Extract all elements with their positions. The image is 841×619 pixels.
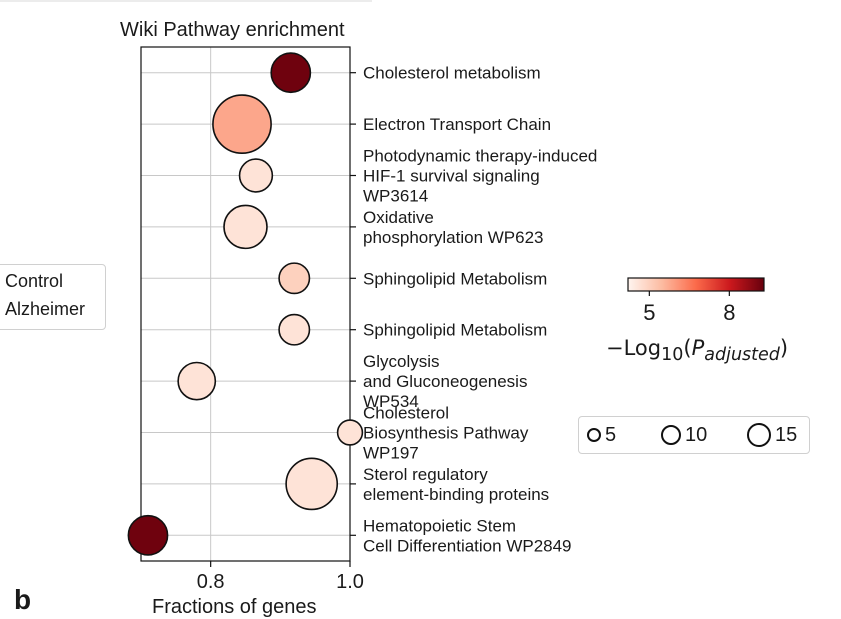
colorbar-label-var-sub: adjusted <box>704 345 780 366</box>
colorbar <box>627 277 765 292</box>
category-label-line: and Gluconeogenesis <box>363 372 527 391</box>
category-label: Photodynamic therapy-induced HIF-1 surviv… <box>363 147 597 206</box>
size-legend-item-5: 5 <box>587 417 616 453</box>
category-label-line: Sphingolipid Metabolism <box>363 321 547 340</box>
category-label-line: phosphorylation WP623 <box>363 228 544 247</box>
data-point <box>336 419 364 446</box>
category-label: Hematopoietic Stem Cell Differentiation W… <box>363 516 572 555</box>
data-point <box>238 158 274 193</box>
category-label: Electron Transport Chain <box>363 115 551 134</box>
panel-letter: b <box>14 584 32 615</box>
category-label-line: Glycolysis <box>363 352 440 371</box>
size-legend: 5 10 15 <box>578 416 810 454</box>
category-label-line: Cholesterol <box>363 404 449 423</box>
category-label-line: element-binding proteins <box>363 485 549 504</box>
category-label-line: Biosynthesis Pathway <box>363 424 529 443</box>
size-legend-label-10: 10 <box>685 423 708 446</box>
data-point <box>127 514 169 556</box>
x-tick-label: 0.8 <box>197 571 225 593</box>
colorbar-tick-label: 8 <box>723 300 735 325</box>
category-label-line: WP197 <box>363 444 419 463</box>
category-label-line: Sterol regulatory <box>363 465 488 484</box>
category-label-line: HIF-1 survival signaling <box>363 167 540 186</box>
category-label-line: Hematopoietic Stem <box>363 516 516 535</box>
group-legend: Control Alzheimer <box>0 264 106 330</box>
legend-item-alzheimer: Alzheimer <box>5 299 86 319</box>
category-label: Oxidative phosphorylation WP623 <box>363 208 544 247</box>
size-legend-label-5: 5 <box>605 423 617 446</box>
colorbar-tick-label: 5 <box>643 300 655 325</box>
data-point <box>278 313 311 346</box>
size-legend-circle-5 <box>587 428 601 442</box>
size-legend-label-15: 15 <box>775 423 798 446</box>
category-label-line: Sphingolipid Metabolism <box>363 269 547 288</box>
category-label: Sphingolipid Metabolism <box>363 269 547 288</box>
size-legend-circle-10 <box>661 425 681 445</box>
colorbar-label: −Log10(Padjusted) <box>606 336 789 366</box>
category-label: Sterol regulatory element-binding protein… <box>363 465 549 504</box>
category-label-line: Cell Differentiation WP2849 <box>363 536 572 555</box>
category-label: Cholesterol metabolism <box>363 64 541 83</box>
category-label-line: WP3614 <box>363 187 428 206</box>
category-label: Sphingolipid Metabolism <box>363 321 547 340</box>
colorbar-label-var: P <box>691 336 705 360</box>
plot-frame <box>140 46 351 562</box>
data-point <box>223 204 268 250</box>
data-point <box>278 262 311 295</box>
size-legend-item-15: 15 <box>747 417 797 453</box>
chart-title: Wiki Pathway enrichment <box>120 19 345 41</box>
size-legend-circle-15 <box>747 423 771 447</box>
category-label-line: Oxidative <box>363 208 434 227</box>
data-point <box>177 361 217 401</box>
data-point <box>212 94 272 154</box>
category-label-line: Photodynamic therapy-induced <box>363 147 597 166</box>
legend-item-control: Control <box>5 271 64 291</box>
colorbar-label-sub: 10 <box>661 345 684 366</box>
colorbar-label-prefix: −Log <box>606 336 662 360</box>
category-label-line: WP534 <box>363 392 419 411</box>
size-legend-item-10: 10 <box>661 417 707 453</box>
category-label: Cholesterol Biosynthesis Pathway WP197 <box>363 404 529 463</box>
top-divider <box>0 0 372 2</box>
category-label: Glycolysis and Gluconeogenesis WP534 <box>363 352 527 411</box>
data-point <box>270 52 312 94</box>
category-label-line: Cholesterol metabolism <box>363 64 541 83</box>
category-label-line: Electron Transport Chain <box>363 115 551 134</box>
data-point <box>285 457 339 511</box>
x-tick-label: 1.0 <box>336 571 364 593</box>
